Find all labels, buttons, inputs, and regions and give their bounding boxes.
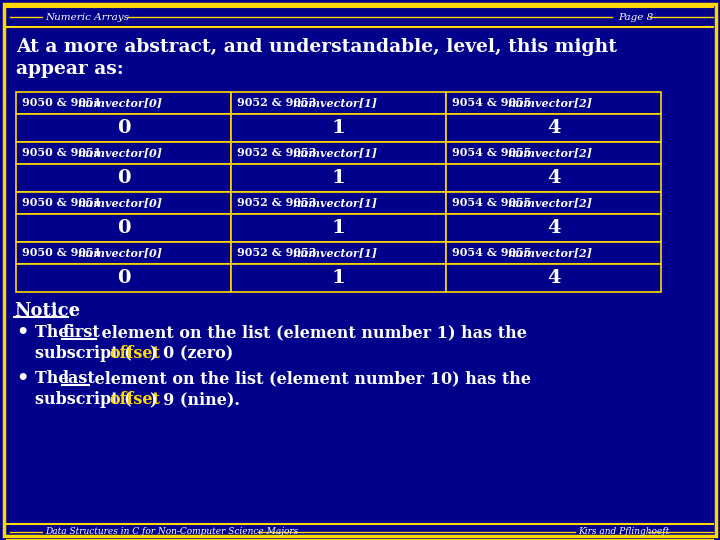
- Text: 0: 0: [117, 269, 130, 287]
- Text: ) 0 (zero): ) 0 (zero): [150, 345, 233, 362]
- Text: 1: 1: [332, 119, 346, 137]
- Text: 9052 & 9053: 9052 & 9053: [237, 247, 320, 259]
- Text: 4: 4: [546, 269, 560, 287]
- Text: 9054 & 9055: 9054 & 9055: [452, 98, 536, 109]
- Text: numvector[0]: numvector[0]: [78, 198, 163, 208]
- Text: 9054 & 9055: 9054 & 9055: [452, 198, 536, 208]
- Text: :: :: [68, 302, 75, 320]
- Bar: [231, 92, 446, 114]
- Text: 9052 & 9053: 9052 & 9053: [237, 147, 320, 159]
- Text: 1: 1: [332, 169, 346, 187]
- Text: 0: 0: [117, 119, 130, 137]
- Text: Kirs and Pflinghoeft: Kirs and Pflinghoeft: [578, 528, 670, 537]
- Text: offset: offset: [109, 391, 161, 408]
- Bar: [16, 192, 231, 214]
- Text: numvector[2]: numvector[2]: [508, 247, 593, 259]
- Bar: [16, 142, 231, 164]
- Text: numvector[1]: numvector[1]: [293, 247, 378, 259]
- Bar: [446, 142, 661, 164]
- Text: last: last: [62, 370, 95, 387]
- Text: 1: 1: [332, 269, 346, 287]
- Bar: [231, 242, 446, 264]
- Text: numvector[2]: numvector[2]: [508, 198, 593, 208]
- Bar: [446, 164, 661, 192]
- Bar: [231, 264, 446, 292]
- Text: 9050 & 9051: 9050 & 9051: [22, 198, 105, 208]
- Text: offset: offset: [109, 345, 161, 362]
- Text: Data Structures in C for Non-Computer Science Majors: Data Structures in C for Non-Computer Sc…: [45, 528, 298, 537]
- Bar: [231, 214, 446, 242]
- Text: Numeric Arrays: Numeric Arrays: [45, 12, 129, 22]
- Bar: [446, 264, 661, 292]
- Text: 9054 & 9055: 9054 & 9055: [452, 147, 536, 159]
- Text: 9052 & 9053: 9052 & 9053: [237, 98, 320, 109]
- Text: 9054 & 9055: 9054 & 9055: [452, 247, 536, 259]
- Bar: [231, 114, 446, 142]
- Text: 4: 4: [546, 169, 560, 187]
- Bar: [446, 242, 661, 264]
- Bar: [16, 214, 231, 242]
- Text: numvector[2]: numvector[2]: [508, 98, 593, 109]
- Text: Page 8: Page 8: [618, 12, 653, 22]
- Bar: [16, 92, 231, 114]
- Text: numvector[0]: numvector[0]: [78, 98, 163, 109]
- Text: element on the list (element number 10) has the: element on the list (element number 10) …: [89, 370, 531, 387]
- Bar: [446, 192, 661, 214]
- Text: ) 9 (nine).: ) 9 (nine).: [150, 391, 240, 408]
- Text: 4: 4: [546, 219, 560, 237]
- Text: 9052 & 9053: 9052 & 9053: [237, 198, 320, 208]
- Text: •: •: [16, 369, 28, 387]
- Bar: [16, 114, 231, 142]
- Text: 0: 0: [117, 219, 130, 237]
- Text: numvector[1]: numvector[1]: [293, 98, 378, 109]
- Bar: [231, 142, 446, 164]
- Text: The: The: [35, 324, 74, 341]
- Bar: [16, 164, 231, 192]
- Bar: [16, 264, 231, 292]
- Bar: [231, 192, 446, 214]
- Text: subscript (: subscript (: [35, 345, 132, 362]
- Text: 9050 & 9051: 9050 & 9051: [22, 147, 105, 159]
- Text: numvector[0]: numvector[0]: [78, 247, 163, 259]
- Text: appear as:: appear as:: [16, 60, 124, 78]
- Bar: [446, 214, 661, 242]
- Text: numvector[0]: numvector[0]: [78, 147, 163, 159]
- Text: At a more abstract, and understandable, level, this might: At a more abstract, and understandable, …: [16, 38, 617, 56]
- Text: numvector[1]: numvector[1]: [293, 198, 378, 208]
- Text: numvector[2]: numvector[2]: [508, 147, 593, 159]
- Text: 1: 1: [332, 219, 346, 237]
- Text: 9050 & 9051: 9050 & 9051: [22, 98, 105, 109]
- Text: first: first: [62, 324, 100, 341]
- Text: 4: 4: [546, 119, 560, 137]
- Text: numvector[1]: numvector[1]: [293, 147, 378, 159]
- Text: •: •: [16, 323, 28, 341]
- Bar: [16, 242, 231, 264]
- Text: 9050 & 9051: 9050 & 9051: [22, 247, 105, 259]
- Text: element on the list (element number 1) has the: element on the list (element number 1) h…: [96, 324, 527, 341]
- Bar: [446, 114, 661, 142]
- Bar: [446, 92, 661, 114]
- Text: subscript (: subscript (: [35, 391, 132, 408]
- Text: Notice: Notice: [14, 302, 80, 320]
- Text: 0: 0: [117, 169, 130, 187]
- Bar: [231, 164, 446, 192]
- Text: The: The: [35, 370, 74, 387]
